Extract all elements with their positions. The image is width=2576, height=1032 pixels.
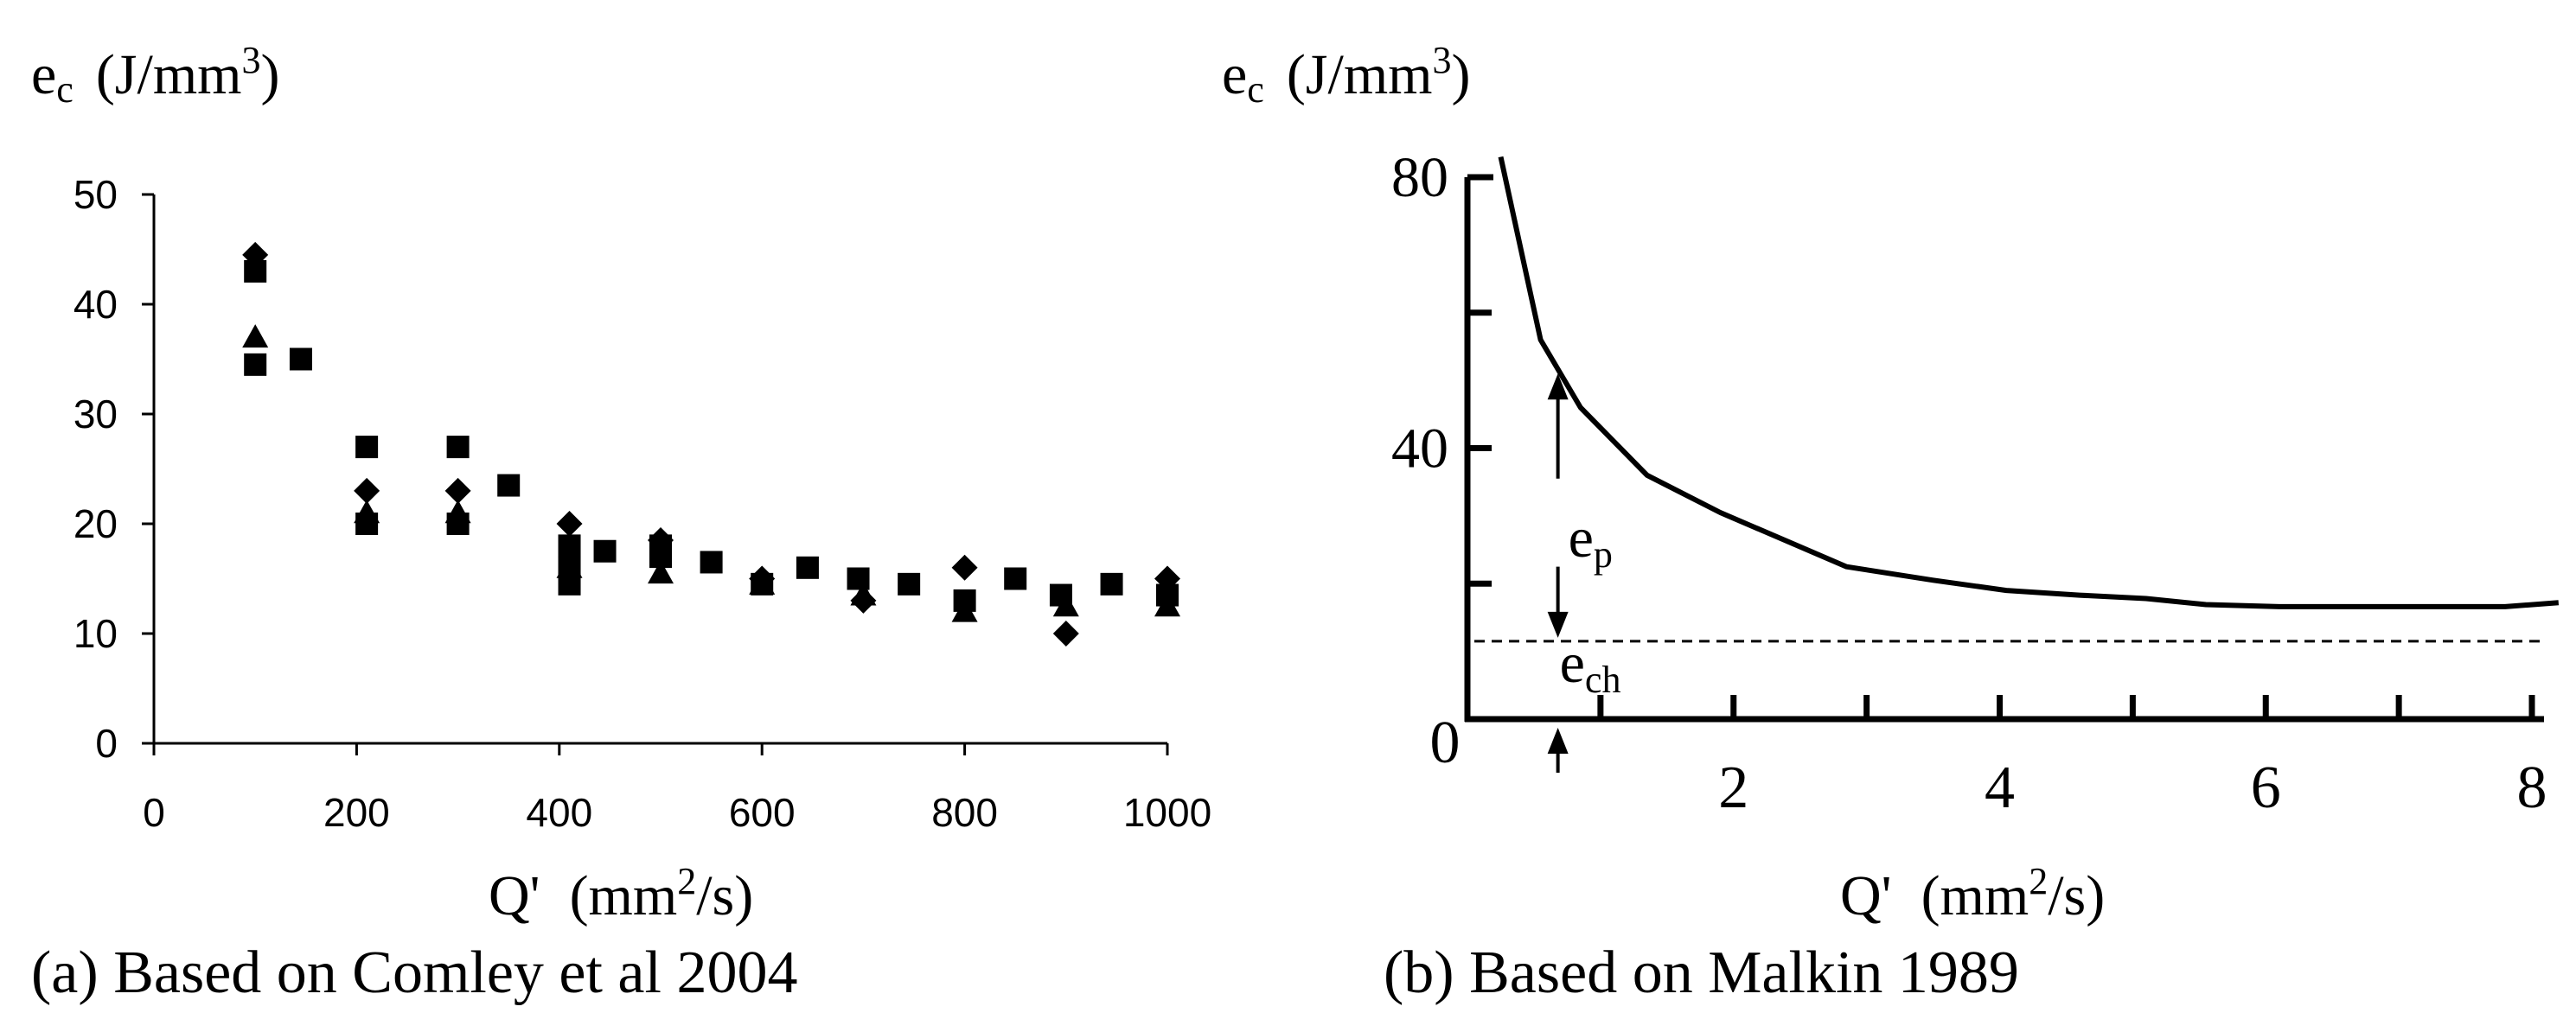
chart-a-point-diamond	[444, 477, 471, 504]
chart-a-point-diamond	[556, 511, 583, 537]
chart-a-point-square	[796, 556, 819, 579]
chart-a-y-unit-close: )	[261, 43, 280, 106]
chart-b-y-unit: (J/mm	[1287, 43, 1433, 106]
chart-b-ep-sub: p	[1594, 533, 1613, 576]
chart-b-ech-sub: ch	[1585, 659, 1621, 701]
chart-b-curve	[1498, 156, 2560, 609]
chart-a-y-ticks: 0 10 20 30 40 50	[74, 172, 154, 766]
chart-a-caption: (a) Based on Comley et al 2004	[31, 940, 797, 1006]
chart-a-point-square	[558, 572, 581, 596]
chart-a-point-square	[953, 589, 976, 612]
chart-a-x-label: Q' (mm2/s)	[489, 860, 753, 927]
chart-a-point-triangle	[850, 582, 877, 606]
chart-b-ech-symbol: e	[1560, 632, 1585, 695]
chart-a-x-ticks: 0 200 400 600 800 1000	[143, 743, 1211, 835]
chart-a-point-square	[355, 436, 379, 459]
chart-a-y-tick-label: 10	[74, 611, 118, 656]
chart-a-point-square	[558, 534, 581, 557]
chart-a-y-tick-label: 50	[74, 172, 118, 217]
chart-a-x-tick-label: 800	[931, 790, 998, 835]
chart-b-ep-label: ep	[1569, 506, 1613, 576]
chart-a-point-square	[1004, 567, 1027, 590]
chart-a-point-square	[355, 513, 379, 535]
chart-a-point-square	[898, 572, 921, 596]
chart-b-x-tick-label: 0	[1430, 710, 1461, 776]
chart-a-point-square	[847, 567, 870, 590]
chart-b-x-unit: (mm	[1921, 864, 2029, 927]
chart-a-y-tick-label: 30	[74, 392, 118, 436]
chart-a-y-label: ec (J/mm3)	[31, 39, 280, 111]
chart-b-annotation-arrows	[1547, 373, 1569, 773]
chart-a-point-square	[700, 551, 723, 574]
chart-a-x-tick-label: 200	[323, 790, 390, 835]
chart-a-point-square	[497, 474, 521, 497]
chart-b-x-tick-label: 8	[2517, 755, 2547, 821]
chart-b-y-tick-label: 40	[1391, 417, 1448, 481]
chart-b-y-label: ec (J/mm3)	[1222, 39, 1471, 111]
chart-a-point-square	[244, 259, 267, 283]
chart-a-x-unit-close: /s)	[696, 864, 753, 927]
chart-a-points	[242, 241, 1180, 647]
chart-b-x-tick-label: 2	[1718, 755, 1748, 821]
chart-b-x-ticks: 0 2 4 6 8	[1430, 695, 2547, 821]
chart-a-x-unit: (mm	[570, 864, 678, 927]
chart-b-x-tick-label: 6	[2251, 755, 2281, 821]
chart-a-point-square	[751, 572, 774, 596]
chart-a-x-unit-sup: 2	[677, 860, 696, 902]
chart-b-ep-up-arrow-head	[1547, 373, 1569, 400]
chart-a-y-tick-label: 20	[74, 501, 118, 546]
chart-b-ech-label: ech	[1560, 632, 1621, 701]
chart-b-x-unit-close: /s)	[2048, 864, 2105, 927]
chart-b-y-symbol-sub: c	[1247, 68, 1264, 111]
chart-a-point-square	[446, 436, 470, 459]
chart-a-point-diamond	[1052, 621, 1079, 647]
chart-a-y-tick-label: 0	[95, 721, 118, 766]
chart-a-point-square	[1049, 583, 1072, 607]
chart-b-y-tick-label: 80	[1391, 146, 1448, 209]
chart-a-point-square	[244, 353, 267, 376]
chart-a-point-square	[1156, 583, 1179, 607]
chart-a-x-tick-label: 0	[143, 790, 165, 835]
chart-a-x-symbol: Q'	[489, 864, 540, 927]
chart-a-point-square	[593, 539, 617, 563]
chart-b-y-symbol: e	[1222, 43, 1247, 106]
chart-a-point-triangle	[648, 560, 674, 584]
chart-a-y-unit-sup: 3	[242, 39, 261, 81]
chart-a-point-square	[649, 545, 672, 569]
chart-a-x-tick-label: 600	[729, 790, 796, 835]
chart-b-caption: (b) Based on Malkin 1989	[1384, 940, 2019, 1006]
chart-a-point-diamond	[951, 554, 978, 581]
chart-b-y-ticks: 40 80	[1391, 146, 1493, 587]
chart-b-x-symbol: Q'	[1840, 864, 1892, 927]
chart-a-point-square	[289, 347, 312, 371]
chart-b-ep-symbol: e	[1569, 506, 1594, 570]
chart-b-x-unit-sup: 2	[2029, 860, 2048, 902]
chart-a-y-symbol: e	[31, 43, 56, 106]
chart-a-y-symbol-sub: c	[56, 68, 74, 111]
chart-b-x-label: Q' (mm2/s)	[1840, 860, 2105, 927]
chart-a-x-tick-label: 1000	[1123, 790, 1211, 835]
chart-b-y-unit-sup: 3	[1433, 39, 1452, 81]
chart-b-x-tick-label: 4	[1985, 755, 2015, 821]
chart-a-point-square	[1100, 572, 1123, 596]
chart-b-y-unit-close: )	[1452, 43, 1471, 106]
chart-a-point-triangle	[242, 324, 269, 348]
chart-a-x-tick-label: 400	[526, 790, 592, 835]
chart-a-point-diamond	[354, 477, 380, 504]
chart-b-ep-down-arrow-head	[1547, 611, 1569, 638]
chart-a-point-square	[446, 513, 470, 535]
chart-a-y-unit: (J/mm	[96, 43, 242, 106]
chart-a-y-tick-label: 40	[74, 282, 118, 327]
chart-b-ech-arrow-head	[1547, 728, 1569, 754]
